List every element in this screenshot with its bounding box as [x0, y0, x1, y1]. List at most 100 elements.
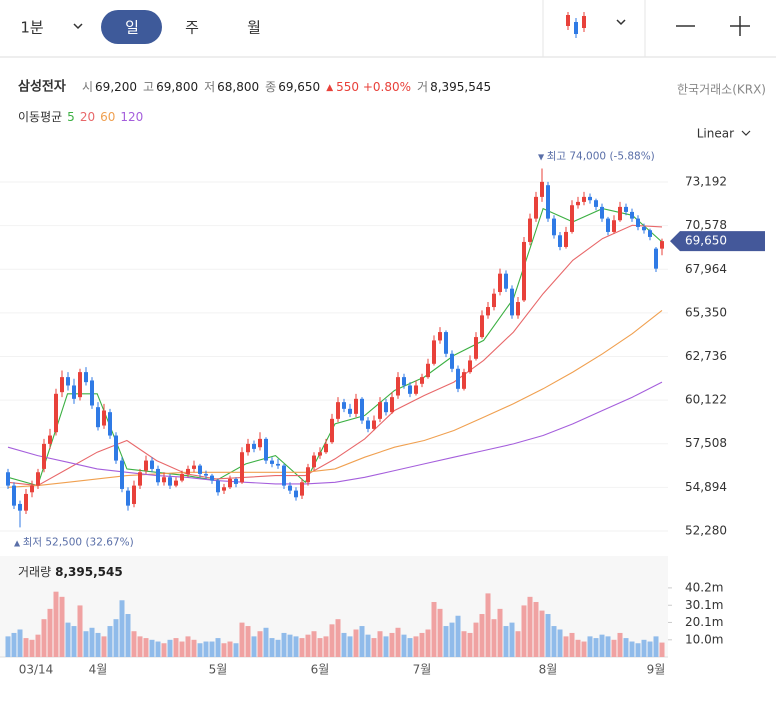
- volume-bar: [335, 619, 341, 657]
- volume-bar: [275, 639, 281, 657]
- volume-tick-label: 10.0m: [685, 632, 723, 646]
- volume-label: 거래량: [18, 565, 51, 579]
- legend-entry: 60: [100, 110, 115, 124]
- ma-legend: 이동평균 5 20 60 120: [18, 110, 143, 124]
- candle-body: [366, 420, 370, 429]
- candle-body: [582, 196, 586, 202]
- scale-label[interactable]: Linear: [697, 127, 734, 141]
- volume-bar: [317, 638, 323, 657]
- volume-bar: [521, 605, 527, 657]
- candle-body: [564, 231, 568, 247]
- volume-bar: [539, 610, 545, 657]
- candle-body: [354, 398, 358, 414]
- quote-value: 69,650: [278, 80, 320, 94]
- volume-bar: [509, 622, 515, 657]
- candle-body: [168, 477, 172, 486]
- candle-body: [342, 402, 346, 409]
- volume-bar: [41, 619, 47, 657]
- candle-body: [240, 452, 244, 483]
- volume-bar: [587, 636, 593, 657]
- x-tick-label: 03/14: [19, 663, 54, 677]
- candle-body: [534, 196, 538, 219]
- volume-tick-label: 20.1m: [685, 615, 723, 629]
- y-tick-label: 70,578: [685, 218, 727, 232]
- candle-body: [138, 472, 142, 486]
- volume-bar: [173, 638, 179, 657]
- volume-bar: [143, 638, 149, 657]
- annotation-text: 최고 74,000 (-5.88%): [547, 151, 655, 163]
- candle-body: [432, 340, 436, 364]
- candle-body: [516, 302, 520, 316]
- volume-bar: [431, 601, 437, 657]
- candle-body: [420, 377, 424, 384]
- interval-tab[interactable]: 주: [185, 19, 199, 37]
- interval-tab[interactable]: 일: [125, 19, 139, 37]
- volume-bar: [257, 631, 263, 657]
- volume-bar: [371, 638, 377, 657]
- y-tick-label: 65,350: [685, 305, 727, 319]
- candle-body: [126, 490, 130, 506]
- legend-title: 이동평균: [18, 110, 62, 124]
- candle-body: [24, 493, 28, 511]
- volume-bar: [299, 638, 305, 657]
- candle-body: [222, 487, 226, 491]
- candle-body: [456, 368, 460, 389]
- volume-bar: [359, 626, 365, 657]
- candle-body: [54, 393, 58, 433]
- candle-body: [462, 372, 466, 389]
- quote-label: 거: [417, 80, 428, 94]
- volume-bar: [425, 629, 431, 657]
- volume-bar: [401, 634, 407, 657]
- volume-bar: [65, 622, 71, 657]
- quote-value: 8,395,545: [430, 80, 491, 94]
- volume-bar: [101, 636, 107, 657]
- candle-body: [606, 218, 610, 232]
- dropdown-icon[interactable]: [741, 130, 751, 136]
- candle-body: [60, 377, 64, 393]
- interval-tab[interactable]: 1분: [20, 19, 44, 37]
- candle-body: [348, 408, 352, 414]
- volume-bar: [413, 636, 419, 657]
- x-tick-label: 5월: [209, 663, 228, 677]
- candle-body: [630, 211, 634, 219]
- volume-bar: [311, 631, 317, 657]
- volume-bar: [323, 636, 329, 657]
- volume-bar: [563, 636, 569, 657]
- selected-pill[interactable]: [101, 10, 162, 44]
- candle-body: [78, 372, 82, 398]
- volume-bar: [305, 634, 311, 657]
- volume-bar: [95, 632, 101, 657]
- volume-bar: [461, 631, 467, 657]
- volume-bar: [599, 634, 605, 657]
- dropdown-icon[interactable]: [73, 23, 83, 30]
- zoom-in[interactable]: [730, 16, 750, 36]
- volume-bar: [329, 624, 335, 657]
- legend-entry: 120: [120, 110, 143, 124]
- y-tick-label: 57,508: [685, 436, 727, 450]
- candle-body: [180, 473, 184, 481]
- candle-body: [486, 307, 490, 316]
- candle-body: [108, 412, 112, 436]
- candle-body: [294, 490, 298, 498]
- y-tick-label: 54,894: [685, 480, 727, 494]
- volume-bar: [629, 641, 635, 657]
- volume-title: 거래량 8,395,545: [18, 565, 123, 579]
- candle-body: [576, 201, 580, 206]
- candle-body: [174, 480, 178, 486]
- dropdown-icon[interactable]: [616, 19, 626, 26]
- candle-icon[interactable]: [566, 12, 586, 38]
- candle-body: [600, 206, 604, 219]
- interval-tab[interactable]: 월: [247, 19, 261, 37]
- candle-body: [474, 337, 478, 359]
- candle-body: [102, 410, 106, 426]
- candle-body: [234, 478, 238, 484]
- candle-body: [648, 230, 652, 237]
- x-tick-label: 9월: [647, 663, 666, 677]
- candle-body: [336, 402, 340, 419]
- candle-body: [636, 218, 640, 227]
- volume-bar: [113, 619, 119, 657]
- volume-bar: [419, 632, 425, 657]
- candle-body: [276, 463, 280, 466]
- volume-bar: [107, 626, 113, 657]
- stock-name: 삼성전자: [18, 79, 66, 95]
